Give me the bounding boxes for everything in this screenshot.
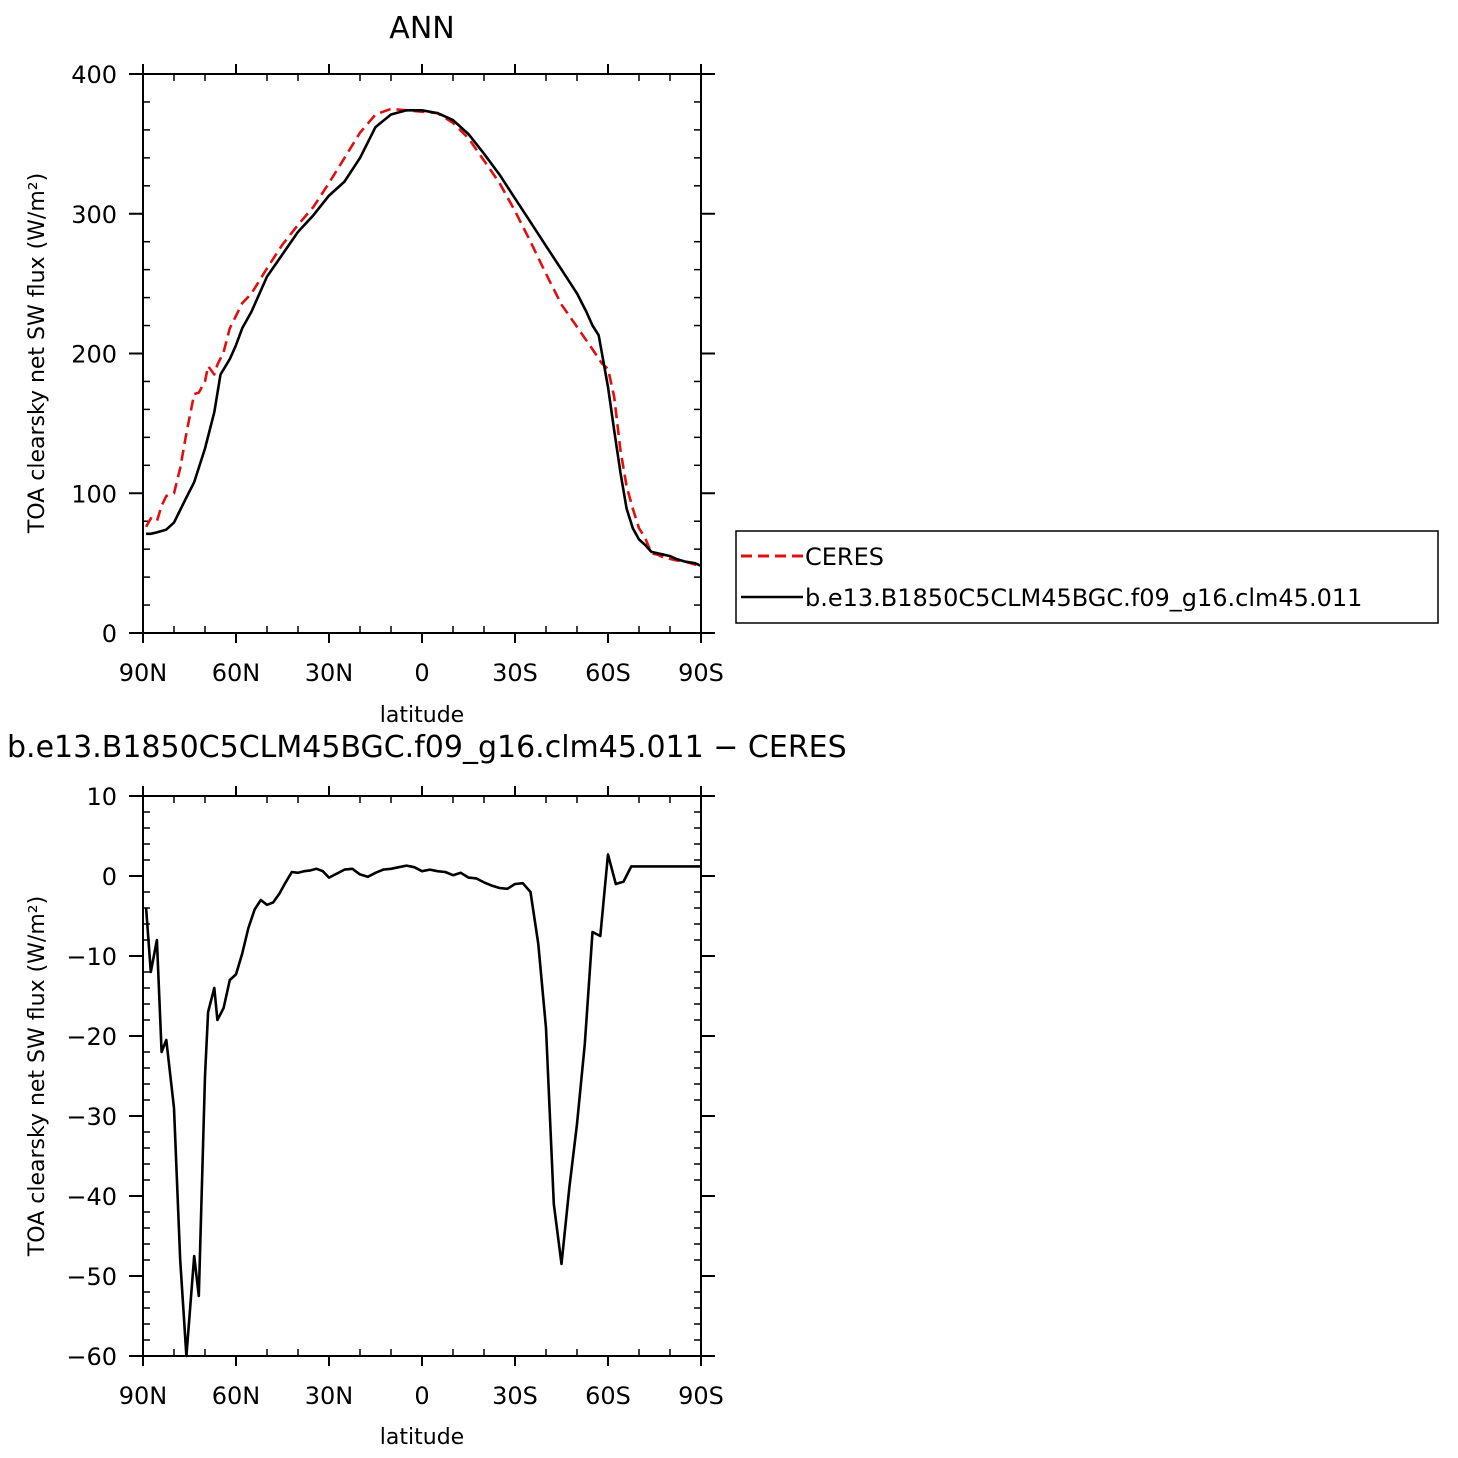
y-tick-label: 400 bbox=[71, 61, 117, 89]
x-tick-label: 90S bbox=[678, 659, 724, 687]
bottom-y-axis-label: TOA clearsky net SW flux (W/m²) bbox=[25, 896, 50, 1257]
x-tick-label: 90N bbox=[119, 659, 168, 687]
top-y-axis-label: TOA clearsky net SW flux (W/m²) bbox=[25, 173, 50, 534]
bottom-chart-title: b.e13.B1850C5CLM45BGC.f09_g16.clm45.011 … bbox=[7, 730, 847, 765]
top-axis-ticks bbox=[129, 64, 715, 643]
x-tick-label: 60N bbox=[212, 659, 261, 687]
ceres-series-line bbox=[144, 107, 702, 568]
y-tick-label: 200 bbox=[71, 341, 117, 369]
y-tick-label: 0 bbox=[102, 863, 117, 891]
bottom-plot-frame bbox=[142, 795, 702, 1357]
x-tick-label: 0 bbox=[414, 1382, 429, 1410]
model-series-line bbox=[144, 853, 701, 1358]
y-tick-label: 100 bbox=[71, 480, 117, 508]
legend-box bbox=[735, 530, 1439, 624]
y-tick-label: −60 bbox=[66, 1343, 117, 1371]
bottom-series-lines bbox=[144, 853, 701, 1358]
x-tick-label: 30N bbox=[305, 1382, 354, 1410]
top-panel: ANN 90N 60N 30N 0 30S 60S 90S 0 100 200 300 400 lat… bbox=[25, 11, 724, 728]
bottom-x-axis-label: latitude bbox=[380, 1425, 464, 1450]
y-tick-label: 300 bbox=[71, 201, 117, 229]
top-series-lines bbox=[144, 107, 702, 568]
y-tick-label: −50 bbox=[66, 1263, 117, 1291]
x-tick-label: 90S bbox=[678, 1382, 724, 1410]
legend: CERES b.e13.B1850C5CLM45BGC.f09_g16.clm4… bbox=[735, 530, 1439, 624]
y-tick-label: −20 bbox=[66, 1023, 117, 1051]
y-tick-label: −10 bbox=[66, 943, 117, 971]
bottom-panel: b.e13.B1850C5CLM45BGC.f09_g16.clm45.011 … bbox=[7, 730, 847, 1450]
top-plot-frame bbox=[142, 73, 702, 634]
bottom-tick-labels: 90N 60N 30N 0 30S 60S 90S 10 0 −10 −20 −30 −40 −50 −60 bbox=[66, 783, 724, 1410]
x-tick-label: 60N bbox=[212, 1382, 261, 1410]
bottom-axis-ticks bbox=[129, 786, 715, 1366]
legend-ceres-label: CERES bbox=[805, 543, 884, 571]
x-tick-label: 90N bbox=[119, 1382, 168, 1410]
y-tick-label: −40 bbox=[66, 1183, 117, 1211]
top-chart-title: ANN bbox=[389, 11, 454, 46]
model-series-line bbox=[146, 109, 702, 568]
x-tick-label: 0 bbox=[414, 659, 429, 687]
x-tick-label: 60S bbox=[585, 1382, 631, 1410]
top-tick-labels: 90N 60N 30N 0 30S 60S 90S 0 100 200 300 400 bbox=[71, 61, 724, 687]
y-tick-label: 10 bbox=[86, 783, 117, 811]
x-tick-label: 60S bbox=[585, 659, 631, 687]
top-x-axis-label: latitude bbox=[380, 703, 464, 728]
y-tick-label: −30 bbox=[66, 1103, 117, 1131]
y-tick-label: 0 bbox=[102, 620, 117, 648]
legend-model-label: b.e13.B1850C5CLM45BGC.f09_g16.clm45.011 bbox=[805, 584, 1362, 612]
x-tick-label: 30S bbox=[492, 659, 538, 687]
x-tick-label: 30S bbox=[492, 1382, 538, 1410]
x-tick-label: 30N bbox=[305, 659, 354, 687]
